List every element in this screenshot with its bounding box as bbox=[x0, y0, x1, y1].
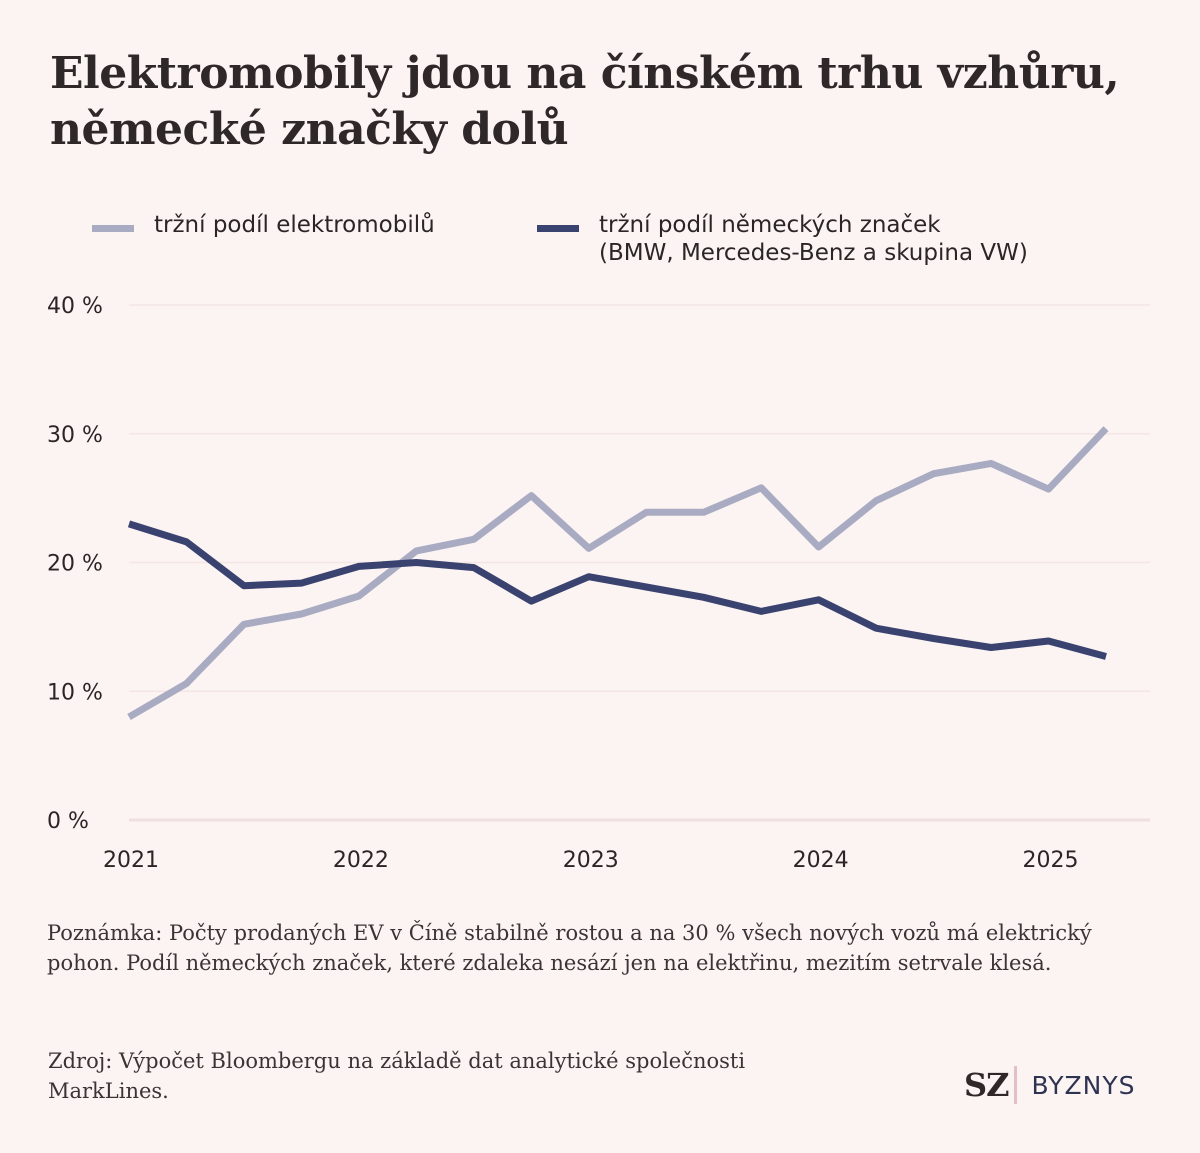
y-tick-label: 10 % bbox=[47, 680, 103, 705]
line-chart: 0 % 10 % 20 % 30 % 40 % 2021 2022 2023 2024 2025 bbox=[47, 294, 1150, 873]
y-tick-label: 20 % bbox=[47, 552, 103, 577]
y-tick-label: 40 % bbox=[47, 294, 103, 319]
y-tick-label: 30 % bbox=[47, 423, 103, 448]
x-tick-label: 2023 bbox=[563, 848, 619, 873]
x-tick-label: 2024 bbox=[793, 848, 849, 873]
legend-swatch-german-brands bbox=[537, 225, 579, 232]
publisher-logo: SZ BYZNYS bbox=[964, 1066, 1136, 1104]
x-tick-label: 2021 bbox=[103, 848, 159, 873]
y-tick-label: 0 % bbox=[47, 809, 89, 834]
legend-label-german-brands: tržní podíl německých značek (BMW, Merce… bbox=[599, 212, 1028, 266]
logo-byznys: BYZNYS bbox=[1031, 1070, 1136, 1100]
legend-label-ev-share: tržní podíl elektromobilů bbox=[154, 212, 435, 238]
series-lines bbox=[127, 426, 1109, 721]
chart-title: Elektromobily jdou na čínském trhu vzhůr… bbox=[50, 48, 1120, 155]
series-line-german-brands bbox=[127, 520, 1107, 660]
legend-swatch-ev-share bbox=[92, 225, 134, 232]
logo-sz: SZ bbox=[964, 1066, 1009, 1104]
x-axis-ticks: 2021 2022 2023 2024 2025 bbox=[103, 848, 1079, 873]
series-line-ev-share bbox=[127, 426, 1109, 721]
gridlines bbox=[129, 304, 1150, 822]
legend-item-german-brands: tržní podíl německých značek (BMW, Merce… bbox=[537, 211, 1028, 267]
y-axis-ticks: 0 % 10 % 20 % 30 % 40 % bbox=[47, 294, 103, 834]
x-tick-label: 2022 bbox=[333, 848, 389, 873]
chart-source: Zdroj: Výpočet Bloombergu na základě dat… bbox=[48, 1049, 746, 1103]
chart-note: Poznámka: Počty prodaných EV v Číně stab… bbox=[47, 921, 1092, 975]
logo-divider bbox=[1014, 1066, 1018, 1104]
x-tick-label: 2025 bbox=[1023, 848, 1079, 873]
legend-item-ev-share: tržní podíl elektromobilů bbox=[92, 211, 435, 239]
